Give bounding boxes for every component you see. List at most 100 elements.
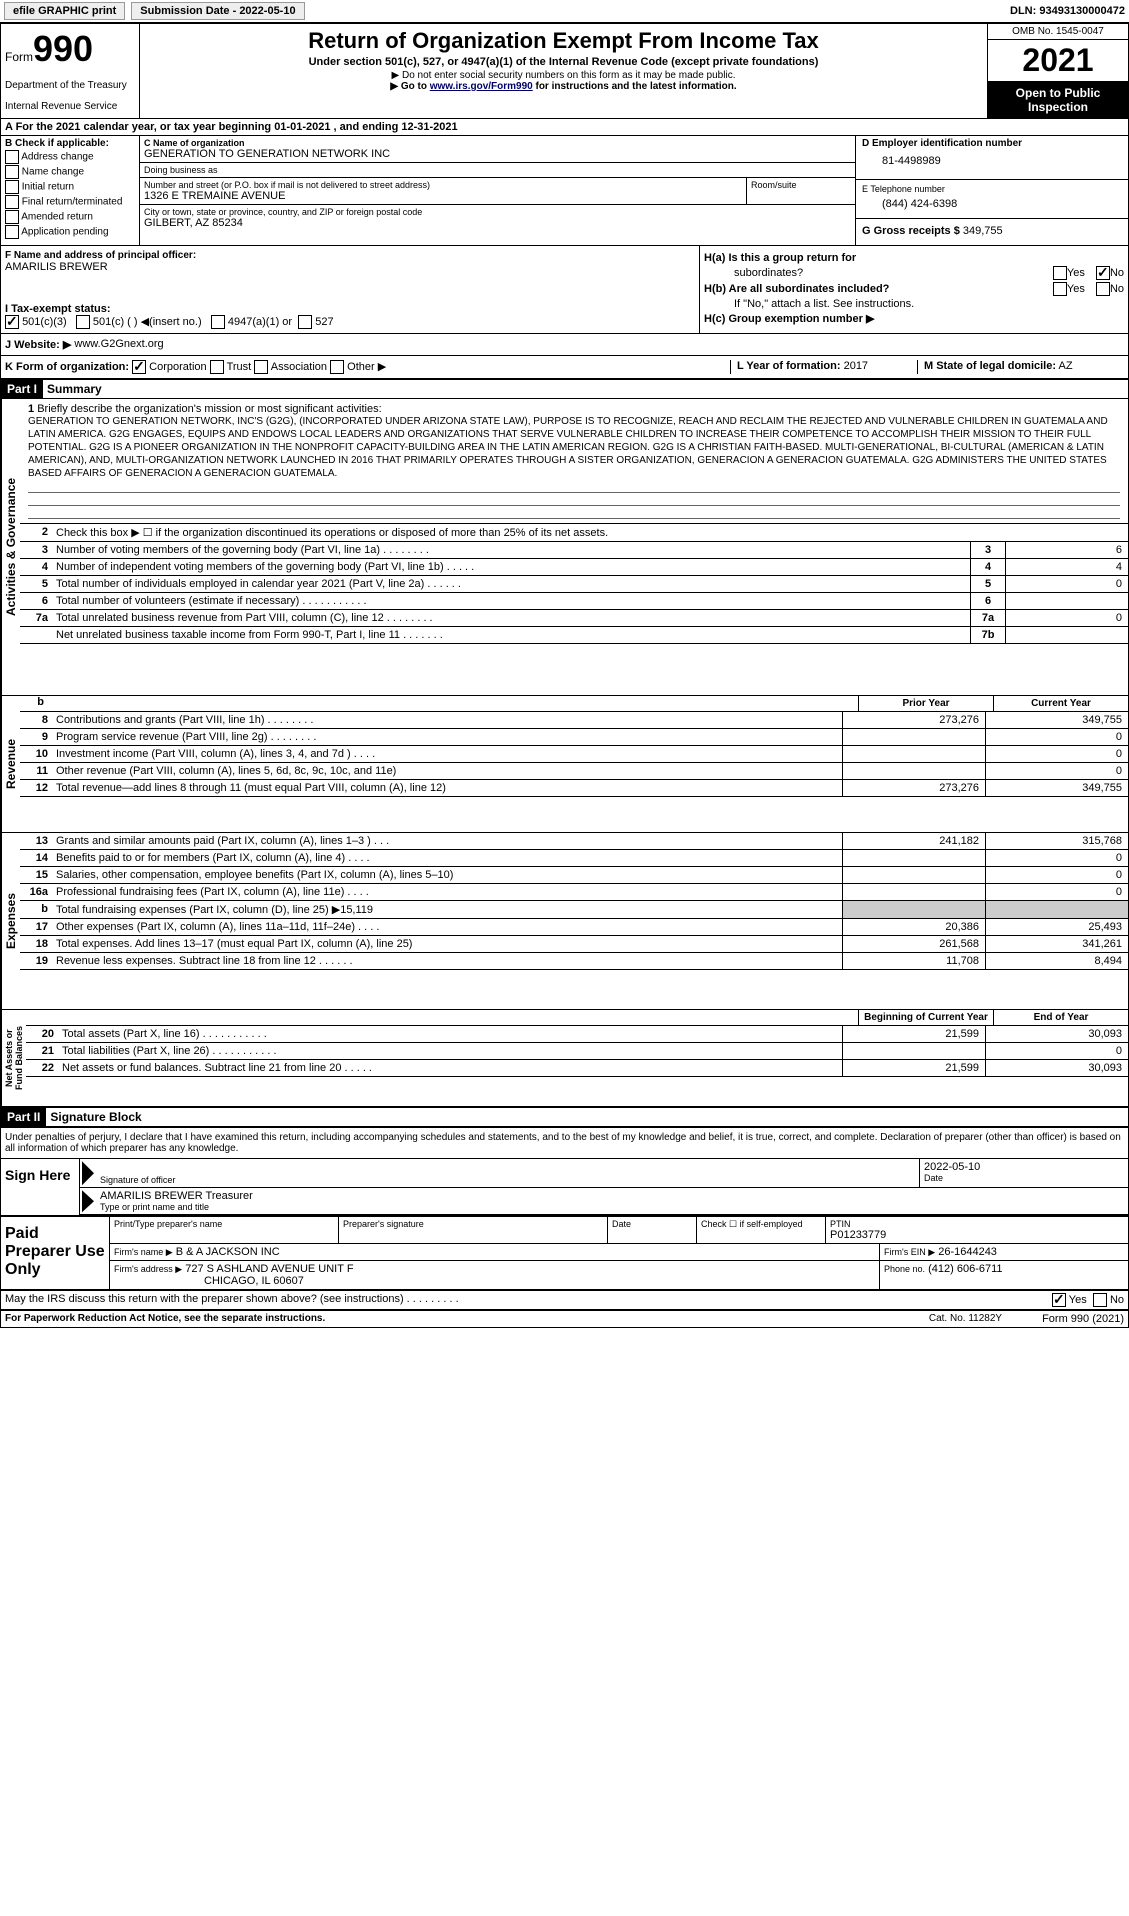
k-assoc[interactable] <box>254 360 268 374</box>
ha-line2: subordinates? Yes No <box>704 266 1124 280</box>
check-4947[interactable] <box>211 315 225 329</box>
check-527[interactable] <box>298 315 312 329</box>
address-row: Number and street (or P.O. box if mail i… <box>140 178 855 205</box>
footer-mid: Cat. No. 11282Y <box>929 1313 1002 1325</box>
gov-row: 4Number of independent voting members of… <box>20 559 1128 576</box>
form-990-number: 990 <box>33 28 93 69</box>
underline3 <box>28 506 1120 519</box>
check-501c[interactable] <box>76 315 90 329</box>
link-prefix: ▶ Go to <box>390 81 429 92</box>
arrow-icon2 <box>82 1190 94 1212</box>
net-row: 20Total assets (Part X, line 16) . . . .… <box>26 1026 1128 1043</box>
gov-row: 3Number of voting members of the governi… <box>20 542 1128 559</box>
form-number: Form990 <box>5 28 135 70</box>
firm-name: B & A JACKSON INC <box>176 1246 280 1258</box>
ha-no[interactable] <box>1096 266 1110 280</box>
exp-row: 18Total expenses. Add lines 13–17 (must … <box>20 936 1128 953</box>
paid-preparer-label: Paid Preparer Use Only <box>1 1217 110 1289</box>
website-label: J Website: ▶ <box>5 338 71 351</box>
box-g-label: G Gross receipts $ <box>862 225 960 237</box>
hb-yes[interactable] <box>1053 282 1067 296</box>
arrow-icon <box>82 1161 94 1185</box>
part2-header: Part II <box>1 1108 46 1126</box>
hc-label: H(c) Group exemption number ▶ <box>704 312 874 325</box>
rev-col-header: b Prior Year Current Year <box>20 696 1128 712</box>
vlabel-activities: Activities & Governance <box>1 399 20 695</box>
website-row: J Website: ▶ www.G2Gnext.org <box>0 334 1129 356</box>
exp-row: 16aProfessional fundraising fees (Part I… <box>20 884 1128 901</box>
check-501c3[interactable] <box>5 315 19 329</box>
exp-row: 13Grants and similar amounts paid (Part … <box>20 833 1128 850</box>
klm-row: K Form of organization: Corporation Trus… <box>0 356 1129 379</box>
form-header: Form990 Department of the Treasury Inter… <box>0 23 1129 119</box>
line2-desc: Check this box ▶ ☐ if the organization d… <box>52 524 1128 541</box>
footer-row: For Paperwork Reduction Act Notice, see … <box>0 1310 1129 1328</box>
prep-row1: Print/Type preparer's name Preparer's si… <box>110 1217 1128 1244</box>
submission-date-button[interactable]: Submission Date - 2022-05-10 <box>131 2 304 20</box>
irs-link[interactable]: www.irs.gov/Form990 <box>430 81 533 92</box>
rev-row: 11Other revenue (Part VIII, column (A), … <box>20 763 1128 780</box>
line-a: A For the 2021 calendar year, or tax yea… <box>0 119 1129 136</box>
discuss-no[interactable] <box>1093 1293 1107 1307</box>
col-end: End of Year <box>993 1010 1128 1025</box>
k-trust[interactable] <box>210 360 224 374</box>
opt-name-change[interactable]: Name change <box>5 165 135 179</box>
firm-ein: 26-1644243 <box>938 1246 997 1258</box>
hb-no[interactable] <box>1096 282 1110 296</box>
ha-yes[interactable] <box>1053 266 1067 280</box>
part1-header: Part I <box>1 380 43 398</box>
vlabel-revenue: Revenue <box>1 696 20 832</box>
ha-sub: subordinates? <box>704 267 1045 279</box>
opt-527: 527 <box>315 316 333 328</box>
street-address: 1326 E TREMAINE AVENUE <box>144 190 742 202</box>
gov-row: Net unrelated business taxable income fr… <box>20 627 1128 644</box>
sig-line1: Signature of officer 2022-05-10 Date <box>80 1159 1128 1188</box>
part1-title: Summary <box>47 382 102 396</box>
box-b: B Check if applicable: Address change Na… <box>1 136 140 245</box>
rev-row: 9Program service revenue (Part VIII, lin… <box>20 729 1128 746</box>
prep-sig-label: Preparer's signature <box>343 1219 603 1229</box>
form-left-block: Form990 Department of the Treasury Inter… <box>1 24 140 118</box>
opt-final-return[interactable]: Final return/terminated <box>5 195 135 209</box>
m-label: M State of legal domicile: <box>924 360 1056 372</box>
box-h: H(a) Is this a group return for subordin… <box>700 246 1128 333</box>
room-block: Room/suite <box>747 178 855 204</box>
opt-application-pending[interactable]: Application pending <box>5 225 135 239</box>
discuss-yes[interactable] <box>1052 1293 1066 1307</box>
part1-header-row: Part I Summary <box>0 379 1129 399</box>
link-suffix: for instructions and the latest informat… <box>533 81 737 92</box>
k-other[interactable] <box>330 360 344 374</box>
rev-row: 10Investment income (Part VIII, column (… <box>20 746 1128 763</box>
website-value: www.G2Gnext.org <box>74 338 163 351</box>
line1-label: Briefly describe the organization's miss… <box>37 403 381 415</box>
org-name-block: C Name of organization GENERATION TO GEN… <box>140 136 855 163</box>
k-corp[interactable] <box>132 360 146 374</box>
net-row: 22Net assets or fund balances. Subtract … <box>26 1060 1128 1077</box>
vlabel-netassets: Net Assets or Fund Balances <box>1 1010 26 1106</box>
city-state-zip: GILBERT, AZ 85234 <box>144 217 851 229</box>
efile-button[interactable]: efile GRAPHIC print <box>4 2 125 20</box>
street-block: Number and street (or P.O. box if mail i… <box>140 178 747 204</box>
activities-body: 1 Briefly describe the organization's mi… <box>20 399 1128 695</box>
form-note1: ▶ Do not enter social security numbers o… <box>144 70 983 81</box>
city-block: City or town, state or province, country… <box>140 205 855 231</box>
box-f-label: F Name and address of principal officer: <box>5 250 695 261</box>
opt-initial-return[interactable]: Initial return <box>5 180 135 194</box>
dln-text: DLN: 93493130000472 <box>1010 5 1125 17</box>
form-center-block: Return of Organization Exempt From Incom… <box>140 24 987 118</box>
sig-officer-field: Signature of officer <box>96 1159 919 1187</box>
officer-name: AMARILIS BREWER <box>5 261 695 273</box>
exp-row: 15Salaries, other compensation, employee… <box>20 867 1128 884</box>
opt-4947: 4947(a)(1) or <box>228 316 292 328</box>
underline1 <box>28 480 1120 493</box>
opt-address-change[interactable]: Address change <box>5 150 135 164</box>
opt-amended[interactable]: Amended return <box>5 210 135 224</box>
city-label: City or town, state or province, country… <box>144 207 851 217</box>
form-link-line: ▶ Go to www.irs.gov/Form990 for instruct… <box>144 81 983 92</box>
discuss-text: May the IRS discuss this return with the… <box>5 1293 1052 1307</box>
sign-here-label: Sign Here <box>1 1159 80 1215</box>
rev-row: 8Contributions and grants (Part VIII, li… <box>20 712 1128 729</box>
sig-date: 2022-05-10 <box>924 1161 1124 1173</box>
gov-row: 7aTotal unrelated business revenue from … <box>20 610 1128 627</box>
firm-addr: 727 S ASHLAND AVENUE UNIT F <box>185 1263 353 1275</box>
